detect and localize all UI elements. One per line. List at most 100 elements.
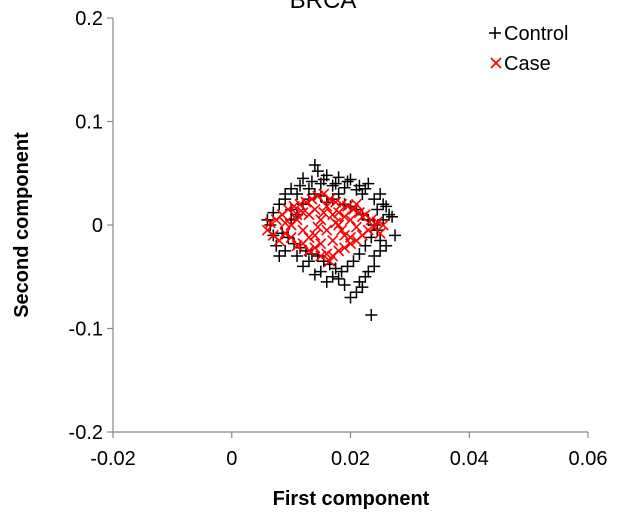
case-point xyxy=(291,214,303,226)
case-point xyxy=(356,211,368,223)
case-point xyxy=(309,203,321,216)
legend-item-case: Case xyxy=(490,53,551,75)
case-point xyxy=(341,200,354,212)
legend-item-control: Control xyxy=(489,23,568,45)
control-point xyxy=(326,179,339,192)
case-point xyxy=(327,234,339,247)
control-point xyxy=(341,175,354,188)
case-point xyxy=(321,200,333,212)
legend-label-control: Control xyxy=(504,23,568,45)
x-axis-title: First component xyxy=(273,488,430,510)
control-point xyxy=(377,198,390,211)
control-point xyxy=(297,260,309,273)
control-point xyxy=(356,281,369,294)
x-tick-label: 0 xyxy=(226,448,237,470)
x-tick-label: 0.06 xyxy=(569,448,608,470)
control-point xyxy=(383,208,396,221)
control-point xyxy=(359,270,372,283)
case-point xyxy=(315,214,327,226)
control-point xyxy=(291,187,304,200)
control-point xyxy=(335,265,348,278)
control-point xyxy=(380,200,393,213)
case-point xyxy=(303,245,315,257)
case-point xyxy=(312,221,324,233)
case-point xyxy=(312,190,324,202)
cross-icon xyxy=(490,57,502,69)
control-point xyxy=(279,244,292,257)
control-point xyxy=(368,193,381,206)
case-point xyxy=(333,207,345,219)
case-point xyxy=(297,224,309,236)
control-point xyxy=(317,173,330,186)
case-point xyxy=(362,224,374,236)
case-point xyxy=(338,229,351,241)
case-point xyxy=(303,231,315,243)
control-point xyxy=(374,234,387,247)
case-point xyxy=(321,248,333,260)
control-point xyxy=(294,179,307,192)
control-point xyxy=(285,182,298,195)
control-point xyxy=(285,213,298,226)
control-point xyxy=(359,239,372,252)
case-point xyxy=(336,224,348,236)
x-tick-label: 0.04 xyxy=(450,448,489,470)
control-point xyxy=(320,275,333,288)
control-point xyxy=(279,193,292,206)
case-point xyxy=(315,238,327,250)
control-point xyxy=(368,260,381,273)
control-point xyxy=(344,291,357,304)
case-point xyxy=(318,207,330,219)
case-point xyxy=(321,224,333,236)
case-point xyxy=(365,214,377,226)
chart-title: BRCA xyxy=(290,0,357,14)
case-point xyxy=(333,245,345,257)
case-point xyxy=(291,240,303,252)
case-points xyxy=(261,188,389,267)
control-point xyxy=(374,187,387,200)
case-point xyxy=(344,214,357,226)
control-point xyxy=(270,239,283,252)
case-point xyxy=(309,242,321,254)
control-point xyxy=(365,309,378,322)
case-point xyxy=(285,231,297,243)
control-point xyxy=(329,177,342,190)
case-point xyxy=(279,227,291,239)
control-point xyxy=(347,255,360,268)
plus-icon xyxy=(489,27,501,39)
control-point xyxy=(380,239,393,252)
control-point xyxy=(338,279,351,292)
axes xyxy=(112,18,588,433)
case-point xyxy=(309,229,321,241)
x-tick-label: 0.02 xyxy=(331,448,370,470)
control-point xyxy=(389,229,402,242)
control-point xyxy=(332,171,345,184)
control-point xyxy=(362,265,375,278)
ticks: -0.02 0 0.02 0.04 0.06 0.2 0.1 0 -0.1 -0.2 xyxy=(69,8,608,470)
case-point xyxy=(324,193,336,205)
control-point xyxy=(344,173,357,186)
case-point xyxy=(294,198,306,210)
case-point xyxy=(344,231,357,243)
case-point xyxy=(279,217,291,229)
control-point xyxy=(308,158,321,171)
control-point xyxy=(308,268,321,281)
control-point xyxy=(356,187,369,200)
control-point xyxy=(297,172,309,185)
y-tick-label: -0.2 xyxy=(69,422,103,444)
control-point xyxy=(273,250,286,263)
control-point xyxy=(338,181,351,194)
case-point xyxy=(374,227,386,239)
case-point xyxy=(338,242,351,254)
case-point xyxy=(330,196,342,208)
case-point xyxy=(273,234,285,247)
case-point xyxy=(327,209,339,221)
control-point xyxy=(314,265,327,278)
case-point xyxy=(338,211,351,223)
control-point xyxy=(359,182,372,195)
x-tick-label: -0.02 xyxy=(90,448,136,470)
control-point xyxy=(326,270,339,283)
y-tick-label: 0.2 xyxy=(75,8,103,30)
case-point xyxy=(306,193,318,205)
y-tick-label: -0.1 xyxy=(69,319,103,341)
